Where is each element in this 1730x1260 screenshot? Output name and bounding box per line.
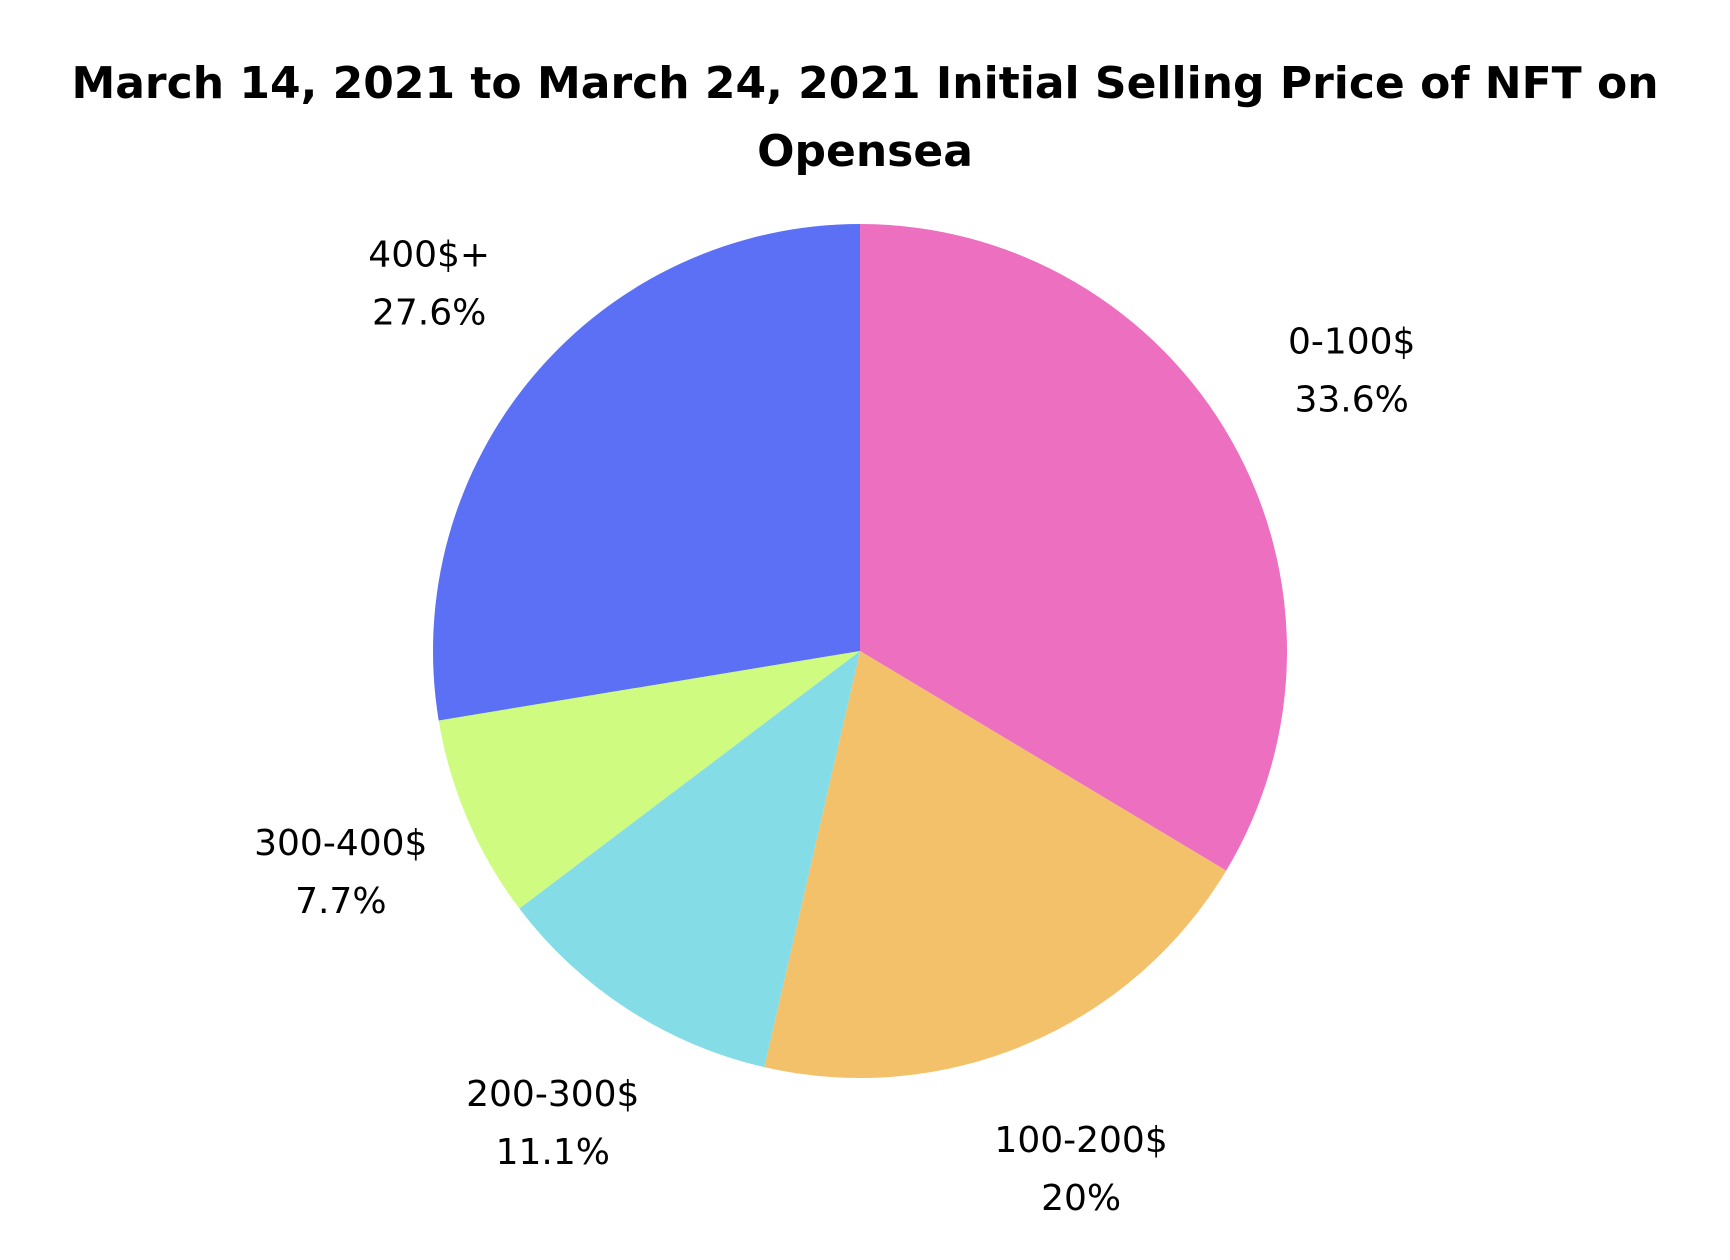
pie-slice-0-100 [860, 224, 1287, 871]
slice-label-300-400: 300-400$ [254, 823, 427, 864]
pie-slice-200-300 [519, 651, 860, 1068]
chart-title: March 14, 2021 to March 24, 2021 Initial… [71, 58, 1659, 177]
pie-slice-300-400 [438, 651, 860, 909]
slice-percent-300-400: 7.7% [295, 881, 386, 922]
slice-percent-200-300: 11.1% [496, 1132, 610, 1173]
slice-percent-0-100: 33.6% [1295, 380, 1409, 421]
slice-label-400-plus: 400$+ [368, 234, 490, 275]
slice-label-200-300: 200-300$ [466, 1074, 639, 1115]
pie-slice-100-200 [764, 651, 1227, 1078]
pie-slices [433, 224, 1287, 1078]
slice-label-100-200: 100-200$ [994, 1120, 1167, 1161]
pie-slice-400-plus [433, 224, 860, 721]
slice-percent-100-200: 20% [1041, 1178, 1121, 1219]
slice-label-0-100: 0-100$ [1288, 322, 1416, 363]
pie-labels: 0-100$ 33.6% 100-200$ 20% 200-300$ 11.1% 300-4… [254, 234, 1415, 1219]
slice-percent-400-plus: 27.6% [372, 292, 486, 333]
